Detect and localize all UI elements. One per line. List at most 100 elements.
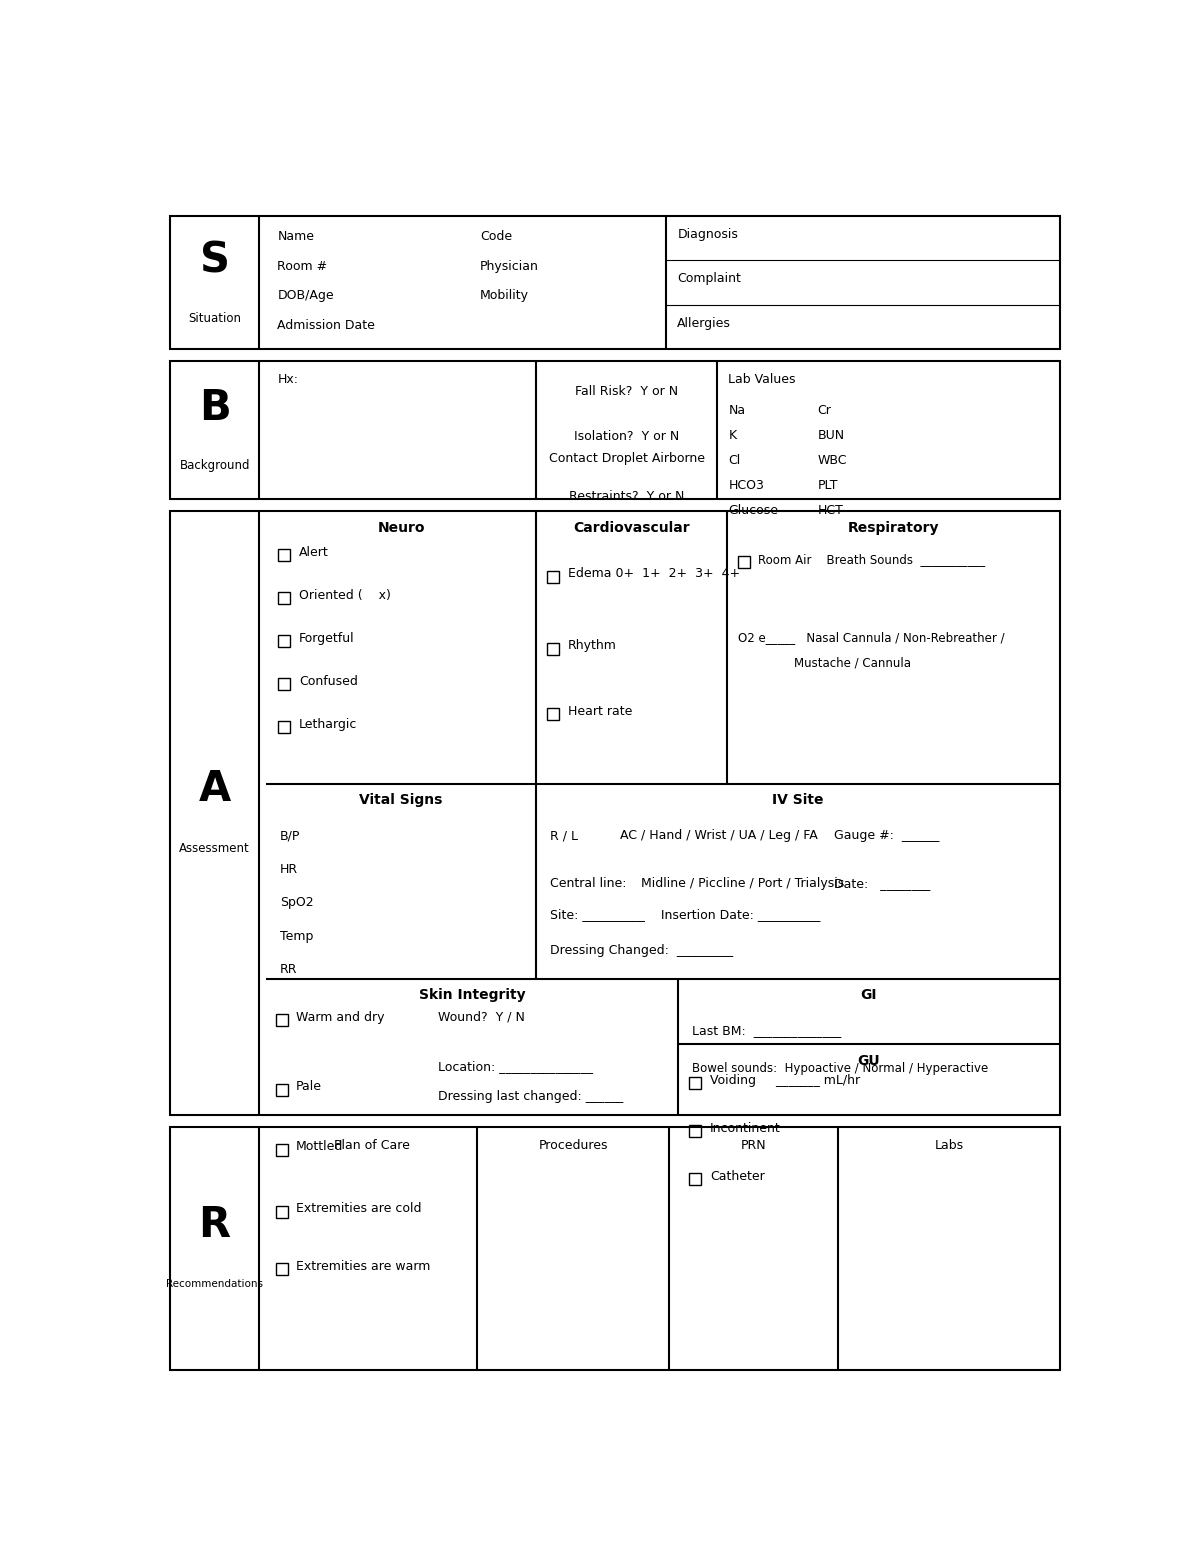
Bar	[547, 708, 559, 721]
Text: Contact Droplet Airborne: Contact Droplet Airborne	[548, 452, 704, 464]
Text: Location: _______________: Location: _______________	[438, 1059, 593, 1073]
Text: Plan of Care: Plan of Care	[334, 1138, 409, 1152]
Text: Temp: Temp	[281, 930, 313, 943]
Text: Fall Risk?  Y or N: Fall Risk? Y or N	[575, 385, 678, 398]
Text: Confused: Confused	[299, 676, 358, 688]
Text: DOB/Age: DOB/Age	[277, 289, 334, 303]
Text: Central line:: Central line:	[550, 877, 626, 890]
Text: Cr: Cr	[817, 404, 832, 418]
Text: Site: __________    Insertion Date: __________: Site: __________ Insertion Date: _______…	[550, 909, 821, 921]
Text: Dressing Changed:  _________: Dressing Changed: _________	[550, 944, 733, 957]
Text: B: B	[199, 388, 230, 430]
Text: Vital Signs: Vital Signs	[360, 794, 443, 808]
Text: Assessment: Assessment	[179, 842, 250, 856]
Text: Rhythm: Rhythm	[568, 638, 617, 652]
Text: Midline / Piccline / Port / Trialysis: Midline / Piccline / Port / Trialysis	[641, 877, 845, 890]
Text: K: K	[728, 429, 737, 443]
Text: Physician: Physician	[480, 259, 539, 273]
Text: Lab Values: Lab Values	[728, 373, 796, 385]
Text: RR: RR	[281, 963, 298, 975]
Text: Oriented (    x): Oriented ( x)	[299, 589, 391, 601]
Text: Catheter: Catheter	[710, 1169, 764, 1182]
Text: PLT: PLT	[817, 480, 839, 492]
Text: HCO3: HCO3	[728, 480, 764, 492]
Text: Complaint: Complaint	[677, 272, 742, 286]
Text: Glucose: Glucose	[728, 505, 779, 517]
Text: Labs: Labs	[935, 1138, 964, 1152]
Text: IV Site: IV Site	[772, 794, 823, 808]
Text: Skin Integrity: Skin Integrity	[419, 988, 526, 1002]
Text: Voiding     _______ mL/hr: Voiding _______ mL/hr	[710, 1075, 860, 1087]
Text: Last BM:  ______________: Last BM: ______________	[692, 1023, 841, 1037]
Text: AC / Hand / Wrist / UA / Leg / FA: AC / Hand / Wrist / UA / Leg / FA	[619, 829, 817, 842]
Bar	[170, 1127, 1060, 1370]
Text: Situation: Situation	[188, 312, 241, 325]
Bar	[547, 572, 559, 582]
Text: Name: Name	[277, 230, 314, 242]
Text: HR: HR	[281, 862, 299, 876]
Text: B/P: B/P	[281, 829, 300, 842]
Text: Warm and dry: Warm and dry	[296, 1011, 384, 1023]
Text: Neuro: Neuro	[377, 520, 425, 534]
Bar	[170, 216, 1060, 349]
Text: Dressing last changed: ______: Dressing last changed: ______	[438, 1090, 624, 1103]
Text: Diagnosis: Diagnosis	[677, 228, 738, 241]
Bar	[547, 643, 559, 654]
Bar	[276, 1084, 288, 1096]
Text: HCT: HCT	[817, 505, 844, 517]
Text: Admission Date: Admission Date	[277, 318, 376, 332]
Text: Recommendations: Recommendations	[166, 1280, 263, 1289]
Text: Code: Code	[480, 230, 512, 242]
Text: Room Air    Breath Sounds  ___________: Room Air Breath Sounds ___________	[758, 553, 985, 565]
Text: Isolation?  Y or N: Isolation? Y or N	[574, 430, 679, 443]
Bar	[276, 1205, 288, 1218]
Bar	[278, 592, 290, 604]
Text: Restraints?  Y or N: Restraints? Y or N	[569, 491, 684, 503]
Text: Mustache / Cannula: Mustache / Cannula	[793, 657, 911, 669]
Bar	[276, 1014, 288, 1027]
Bar	[689, 1126, 702, 1137]
Text: Na: Na	[728, 404, 745, 418]
Text: BUN: BUN	[817, 429, 845, 443]
Text: Mottled: Mottled	[296, 1140, 343, 1152]
Text: Procedures: Procedures	[539, 1138, 608, 1152]
Text: R / L: R / L	[550, 829, 578, 842]
Bar	[170, 511, 1060, 1115]
Bar	[738, 556, 750, 568]
Text: Background: Background	[179, 460, 250, 472]
Text: Incontinent: Incontinent	[710, 1121, 781, 1135]
Text: Mobility: Mobility	[480, 289, 529, 303]
Text: Forgetful: Forgetful	[299, 632, 354, 644]
Bar	[170, 360, 1060, 499]
Text: Bowel sounds:  Hypoactive / Normal / Hyperactive: Bowel sounds: Hypoactive / Normal / Hype…	[692, 1062, 989, 1075]
Text: Edema 0+  1+  2+  3+  4+: Edema 0+ 1+ 2+ 3+ 4+	[568, 567, 739, 581]
Text: Alert: Alert	[299, 545, 329, 559]
Text: O2 e_____   Nasal Cannula / Non-Rebreather /: O2 e_____ Nasal Cannula / Non-Rebreather…	[738, 631, 1004, 643]
Text: Pale: Pale	[296, 1081, 322, 1093]
Bar	[278, 722, 290, 733]
Text: GU: GU	[858, 1053, 881, 1067]
Bar	[278, 635, 290, 648]
Bar	[278, 550, 290, 561]
Text: Extremities are cold: Extremities are cold	[296, 1202, 421, 1214]
Text: Extremities are warm: Extremities are warm	[296, 1259, 431, 1272]
Text: Respiratory: Respiratory	[847, 520, 938, 534]
Text: Cl: Cl	[728, 453, 740, 467]
Text: Wound?  Y / N: Wound? Y / N	[438, 1011, 526, 1023]
Text: Lethargic: Lethargic	[299, 717, 358, 731]
Bar	[276, 1263, 288, 1275]
Bar	[276, 1143, 288, 1155]
Text: PRN: PRN	[740, 1138, 767, 1152]
Text: Cardiovascular: Cardiovascular	[572, 520, 690, 534]
Text: Gauge #:  ______: Gauge #: ______	[834, 829, 938, 842]
Text: SpO2: SpO2	[281, 896, 314, 909]
Text: WBC: WBC	[817, 453, 847, 467]
Text: Date:   ________: Date: ________	[834, 877, 930, 890]
Text: Hx:: Hx:	[277, 373, 299, 385]
Bar	[689, 1173, 702, 1185]
Text: Room #: Room #	[277, 259, 328, 273]
Text: Allergies: Allergies	[677, 317, 731, 329]
Text: Heart rate: Heart rate	[568, 705, 632, 717]
Text: S: S	[199, 239, 229, 281]
Text: A: A	[198, 769, 230, 811]
